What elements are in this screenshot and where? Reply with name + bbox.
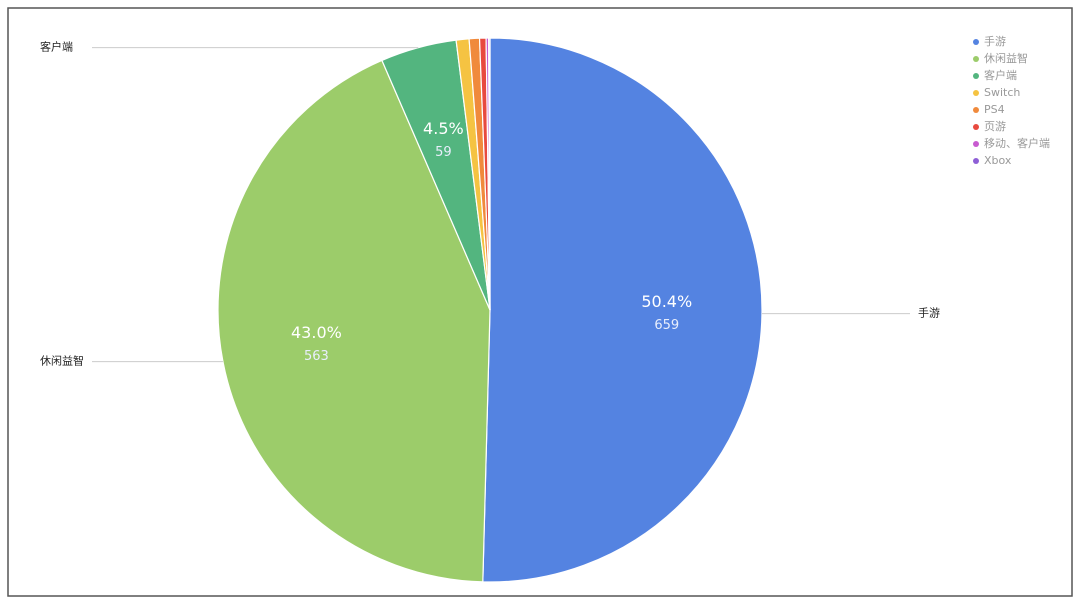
- percent-label: 43.0%: [291, 323, 342, 342]
- value-label: 563: [304, 349, 329, 364]
- pie-slice: [482, 37, 763, 583]
- legend-marker: [973, 90, 979, 96]
- legend-label: 客户端: [984, 68, 1017, 82]
- legend-label: 页游: [984, 120, 1006, 133]
- category-label: 休闲益智: [40, 354, 84, 368]
- category-label: 客户端: [40, 40, 73, 54]
- percent-label: 4.5%: [423, 119, 464, 138]
- legend-marker: [973, 73, 979, 79]
- legend-label: 移动、客户端: [984, 136, 1050, 150]
- value-label: 59: [435, 145, 452, 160]
- legend-label: 休闲益智: [984, 51, 1028, 65]
- legend-marker: [973, 39, 979, 45]
- category-label: 手游: [918, 306, 940, 320]
- legend-label: Xbox: [984, 154, 1012, 167]
- legend-marker: [973, 141, 979, 147]
- value-label: 659: [654, 318, 679, 333]
- legend-label: 手游: [984, 34, 1006, 48]
- legend-marker: [973, 56, 979, 62]
- legend-marker: [973, 158, 979, 164]
- legend-marker: [973, 107, 979, 113]
- legend-marker: [973, 124, 979, 130]
- pie-slice: [488, 37, 491, 311]
- legend-label: PS4: [984, 103, 1005, 116]
- legend-label: Switch: [984, 86, 1020, 99]
- percent-label: 50.4%: [641, 292, 692, 311]
